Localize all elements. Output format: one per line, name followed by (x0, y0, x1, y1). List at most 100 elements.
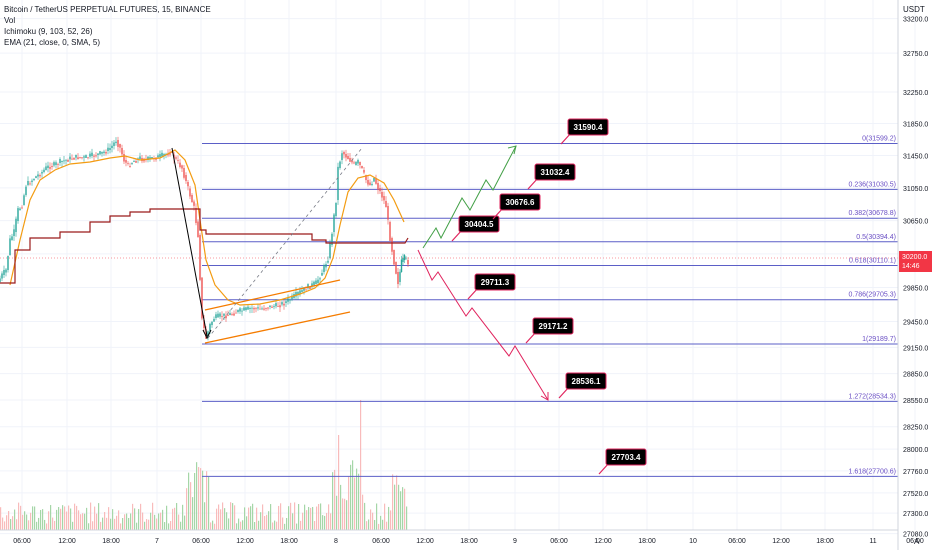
volume-bar (388, 506, 390, 530)
bearish-projection[interactable] (417, 249, 549, 401)
candle-body (25, 186, 27, 195)
candle-body (119, 144, 121, 148)
candle-body (349, 158, 351, 162)
candle-body (109, 147, 111, 150)
candle-body (187, 182, 189, 187)
volume-bar (152, 502, 154, 530)
legend-vol[interactable]: Vol (4, 16, 16, 25)
volume-bar (362, 494, 364, 530)
target-callout-box[interactable] (499, 193, 541, 211)
volume-bar (270, 504, 272, 530)
channel-lower-line[interactable] (204, 311, 351, 344)
volume-bar (24, 511, 26, 530)
drawing-tools[interactable] (171, 145, 549, 401)
volume-bar (276, 521, 278, 530)
fib-level-label: 0(31599.2) (862, 136, 896, 143)
candle-body (399, 271, 401, 282)
volume-bar (294, 502, 296, 530)
candle-body (27, 180, 29, 185)
candle-body (123, 154, 125, 162)
candle-body (285, 301, 287, 303)
volume-bar (140, 503, 142, 530)
volume-bar (258, 520, 260, 530)
volume-bar (392, 474, 394, 530)
volume-bar (286, 517, 288, 530)
time-tick-label: 06:00 (550, 538, 568, 545)
candle-body (201, 277, 203, 319)
volume-bar (318, 504, 320, 530)
time-tick-label: 12:00 (58, 538, 76, 545)
target-callout-box[interactable] (474, 273, 516, 291)
volume-bar (268, 511, 270, 530)
volume-bar (360, 400, 362, 530)
candle-body (111, 145, 113, 148)
volume-bar (384, 503, 386, 530)
candle-body (389, 222, 391, 241)
time-tick-label: 18:00 (460, 538, 478, 545)
volume-bar (20, 505, 22, 530)
target-callout-box[interactable] (534, 163, 576, 181)
volume-bar (96, 513, 98, 530)
price-axis[interactable]: 27080.0 27300.0 27520.0 27760.0 28000.0 28250… (897, 0, 932, 550)
time-tick-label: 12:00 (416, 538, 434, 545)
volume-bar (198, 467, 200, 530)
candle-body (345, 154, 347, 158)
volume-bar (82, 513, 84, 530)
legend-ema[interactable]: EMA (21, close, 0, SMA, 5) (4, 38, 101, 47)
volume-bar (6, 515, 8, 530)
volume-bar (188, 472, 190, 530)
candle-body (113, 142, 115, 146)
time-axis[interactable]: 06:00 12:00 18:00 7 06:00 12:00 18:00 8 06:00 12:… (0, 529, 924, 545)
volume-bar (378, 523, 380, 530)
bullish-projection[interactable] (422, 145, 517, 249)
target-callout-box[interactable] (532, 317, 574, 335)
bearish-arrow-head (540, 392, 549, 401)
trend-dashed-line[interactable] (207, 147, 363, 339)
target-callouts[interactable]: 30404.5 30676.6 31032.4 31590.4 29711.3 29171… (451, 118, 647, 475)
candle-body (75, 154, 77, 158)
fib-retracement[interactable]: 0(31599.2) 0.236(31030.5) 0.382(30678.8) 0.… (202, 136, 898, 477)
volume-bar (320, 503, 322, 530)
candle-body (29, 183, 31, 185)
auto-scale-button[interactable]: A (914, 537, 920, 546)
candle-body (181, 165, 183, 169)
candle-body (239, 308, 241, 312)
candle-body (185, 175, 187, 182)
volume-bar (144, 521, 146, 530)
candle-body (81, 157, 83, 159)
volume-bar (32, 506, 34, 530)
last-price-badge[interactable] (899, 250, 932, 272)
candle-body (35, 176, 37, 178)
volume-bar (324, 515, 326, 530)
candle-body (319, 278, 321, 280)
candle-body (311, 283, 313, 286)
candle-body (191, 195, 193, 203)
target-callout-box[interactable] (605, 448, 647, 466)
drop-arrow[interactable] (171, 147, 208, 337)
volume-bar (158, 513, 160, 530)
target-callout-value: 27703.4 (612, 453, 641, 462)
volume-bar (386, 521, 388, 530)
volume-bar (8, 510, 10, 530)
volume-bar (116, 515, 118, 530)
volume-bar (296, 523, 298, 530)
target-callout-box[interactable] (458, 215, 500, 233)
symbol-title[interactable]: Bitcoin / TetherUS PERPETUAL FUTURES, 15… (4, 5, 211, 14)
volume-bar (346, 500, 348, 530)
candle-body (307, 284, 309, 289)
chart-legend: Bitcoin / TetherUS PERPETUAL FUTURES, 15… (4, 4, 211, 48)
volume-bar (256, 507, 258, 530)
target-callout-box[interactable] (565, 372, 607, 390)
candle-body (295, 292, 297, 297)
legend-ichimoku[interactable]: Ichimoku (9, 103, 52, 26) (4, 27, 93, 36)
candle-body (121, 148, 123, 155)
candle-body (275, 303, 277, 307)
candle-body (297, 291, 299, 295)
volume-bar (4, 521, 6, 530)
candle-body (61, 160, 63, 162)
channel-upper-line[interactable] (204, 279, 341, 311)
candle-body (83, 156, 85, 158)
target-callout-box[interactable] (567, 118, 609, 136)
volume-bar (208, 476, 210, 530)
